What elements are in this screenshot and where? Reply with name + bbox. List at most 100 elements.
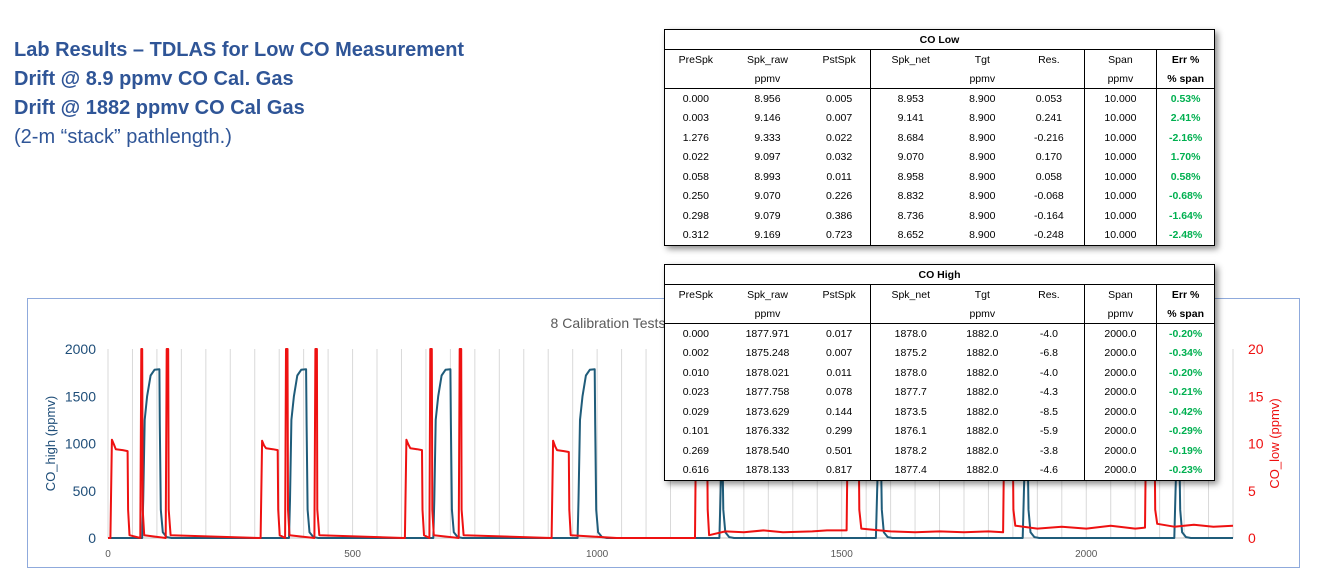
table-row: 0.250 9.070 0.226 8.832 8.900 -0.068 10.000 -0.…	[665, 186, 1214, 206]
table-cell: 1873.629	[745, 405, 790, 418]
col-header: Spk_net	[869, 49, 951, 69]
table-cell: -4.0	[1039, 366, 1058, 379]
table-cell: 9.070	[869, 147, 951, 167]
co-high-table: CO High PreSpk Spk_raw PstSpk Spk_net Tgt Res…	[664, 264, 1215, 481]
col-unit: ppmv	[950, 69, 1015, 89]
table-row: 1.276 9.333 0.022 8.684 8.900 -0.216 10.000 -2.…	[665, 128, 1214, 148]
table-cell: 0.032	[825, 151, 853, 164]
x-tick-label: 500	[344, 549, 361, 560]
table-cell: 8.993	[754, 170, 781, 183]
table-cell: 10.000	[1083, 147, 1157, 167]
col-header: PreSpk	[678, 53, 714, 66]
table-cell: 0.029	[682, 405, 709, 418]
table-cell: 1873.5	[869, 402, 951, 422]
table-cell: 9.079	[754, 209, 781, 222]
co-high-caption: CO High	[665, 265, 1214, 285]
col-header: Err %	[1156, 284, 1214, 304]
table-cell: 0.022	[682, 151, 709, 164]
table-cell: 0.058	[1035, 170, 1062, 183]
col-header: Span	[1083, 284, 1157, 304]
table-cell: 9.146	[754, 112, 781, 125]
table-cell: 0.011	[826, 366, 852, 379]
table-cell: 1876.1	[869, 421, 951, 441]
col-unit	[665, 304, 727, 324]
table-cell: -4.3	[1039, 386, 1058, 399]
col-header: Err %	[1156, 49, 1214, 69]
table-row: 0.312 9.169 0.723 8.652 8.900 -0.248 10.000 -2.…	[665, 225, 1214, 245]
table-cell: 8.900	[969, 170, 996, 183]
table-cell: 9.097	[754, 151, 781, 164]
table-cell: 0.007	[825, 347, 853, 360]
table-cell: 8.953	[869, 88, 951, 109]
table-row: 0.029 1873.629 0.144 1873.5 1882.0 -8.5 2000.0…	[665, 402, 1214, 422]
table-row: 0.002 1875.248 0.007 1875.2 1882.0 -6.8 2000.0…	[665, 343, 1214, 363]
table-cell: 1877.7	[869, 382, 951, 402]
table-cell: 8.652	[869, 225, 951, 245]
table-cell: 1875.2	[869, 343, 951, 363]
table-cell: 0.007	[825, 112, 853, 125]
table-cell: 8.684	[869, 128, 951, 148]
table-cell: 10.000	[1083, 225, 1157, 245]
table-cell: 8.900	[969, 112, 996, 125]
table-cell: 1878.133	[745, 464, 790, 477]
table-row: 0.010 1878.021 0.011 1878.0 1882.0 -4.0 2000.0…	[665, 363, 1214, 383]
table-cell: 1.70%	[1156, 147, 1214, 167]
table-cell: 0.312	[682, 229, 709, 242]
y-right-tick-label: 0	[1248, 530, 1256, 546]
table-cell: 1882.0	[966, 366, 999, 379]
table-cell: 8.958	[869, 167, 951, 187]
col-header: Tgt	[974, 53, 990, 66]
table-cell: -0.21%	[1156, 382, 1214, 402]
col-unit: ppmv	[1083, 304, 1157, 324]
table-cell: 0.078	[825, 386, 853, 399]
table-cell: 0.011	[826, 170, 852, 183]
table-cell: 0.002	[682, 347, 709, 360]
table-cell: 0.241	[1035, 112, 1062, 125]
table-row: 0.022 9.097 0.032 9.070 8.900 0.170 10.000 1.70…	[665, 147, 1214, 167]
col-header: Spk_raw	[747, 288, 788, 301]
col-unit	[808, 304, 871, 324]
table-cell: 0.017	[825, 327, 853, 340]
table-cell: 8.900	[969, 131, 996, 144]
table-cell: 8.900	[969, 92, 996, 105]
table-cell: 2000.0	[1083, 343, 1157, 363]
y-left-tick-label: 0	[88, 530, 96, 546]
chart-title: 8 Calibration Tests	[551, 315, 666, 331]
table-cell: 0.053	[1035, 92, 1062, 105]
col-unit	[808, 69, 871, 89]
table-cell: 1878.0	[869, 323, 951, 344]
table-cell: 0.144	[825, 405, 853, 418]
table-cell: -0.20%	[1156, 323, 1214, 344]
table-cell: -6.8	[1039, 347, 1058, 360]
table-cell: 10.000	[1083, 108, 1157, 128]
table-cell: 2000.0	[1083, 363, 1157, 383]
table-cell: 0.817	[825, 464, 853, 477]
table-cell: -5.9	[1039, 425, 1058, 438]
x-tick-label: 1500	[831, 549, 854, 560]
table-cell: -0.68%	[1156, 186, 1214, 206]
table-cell: 1878.540	[745, 444, 790, 457]
table-cell: 0.022	[825, 131, 853, 144]
table-cell: 8.956	[754, 92, 781, 105]
col-header: PstSpk	[822, 288, 856, 301]
table-cell: 0.170	[1035, 151, 1062, 164]
table-row: 0.101 1876.332 0.299 1876.1 1882.0 -5.9 2000.0…	[665, 421, 1214, 441]
table-cell: 8.832	[869, 186, 951, 206]
table-row: 0.000 8.956 0.005 8.953 8.900 0.053 10.000 0.53…	[665, 88, 1214, 109]
y-left-tick-label: 1000	[65, 436, 96, 452]
table-cell: 1877.758	[745, 386, 790, 399]
table-cell: 2000.0	[1083, 323, 1157, 344]
table-cell: -4.0	[1039, 327, 1058, 340]
table-cell: -3.8	[1039, 444, 1058, 457]
table-cell: 2000.0	[1083, 441, 1157, 461]
table-cell: -0.23%	[1156, 460, 1214, 480]
col-header: PreSpk	[678, 288, 714, 301]
col-unit: ppmv	[726, 69, 809, 89]
table-cell: 8.900	[969, 190, 996, 203]
table-cell: 0.226	[825, 190, 853, 203]
table-cell: 1882.0	[966, 464, 999, 477]
table-cell: 1877.4	[869, 460, 951, 480]
table-row: 0.023 1877.758 0.078 1877.7 1882.0 -4.3 2000.0…	[665, 382, 1214, 402]
table-cell: 8.900	[969, 229, 996, 242]
table-cell: 0.003	[682, 112, 709, 125]
